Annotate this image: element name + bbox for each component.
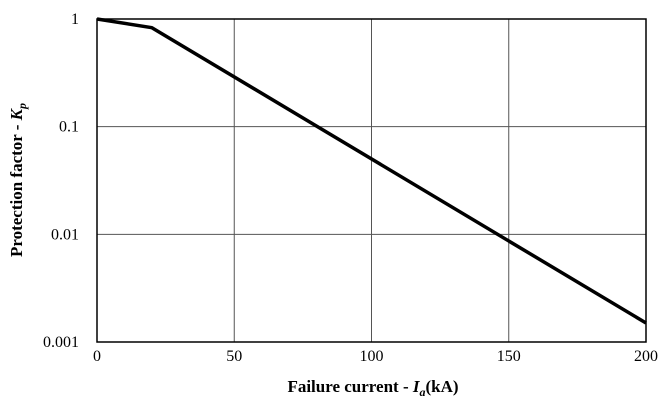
x-tick-label: 0 xyxy=(93,348,101,365)
x-tick-label: 100 xyxy=(360,348,384,365)
series-group xyxy=(96,17,647,325)
y-tick-label: 0.1 xyxy=(59,119,79,136)
x-axis-label: Failure current - Ia(kA) xyxy=(287,377,458,398)
y-tick-label: 0.01 xyxy=(51,226,79,243)
y-tick-label: 0.001 xyxy=(43,334,79,351)
x-tick-label: 50 xyxy=(226,348,242,365)
y-axis-label: Protection factor - Kp xyxy=(7,103,29,257)
x-tick-label: 150 xyxy=(497,348,521,365)
x-tick-label: 200 xyxy=(634,348,658,365)
y-tick-label: 1 xyxy=(71,11,79,28)
y-tick-labels: 0.001 0.01 0.1 1 xyxy=(43,11,79,351)
plot-frame xyxy=(96,18,647,343)
grid-lines xyxy=(96,18,647,343)
x-tick-labels: 0 50 100 150 200 xyxy=(93,348,658,365)
series-line xyxy=(96,17,647,325)
